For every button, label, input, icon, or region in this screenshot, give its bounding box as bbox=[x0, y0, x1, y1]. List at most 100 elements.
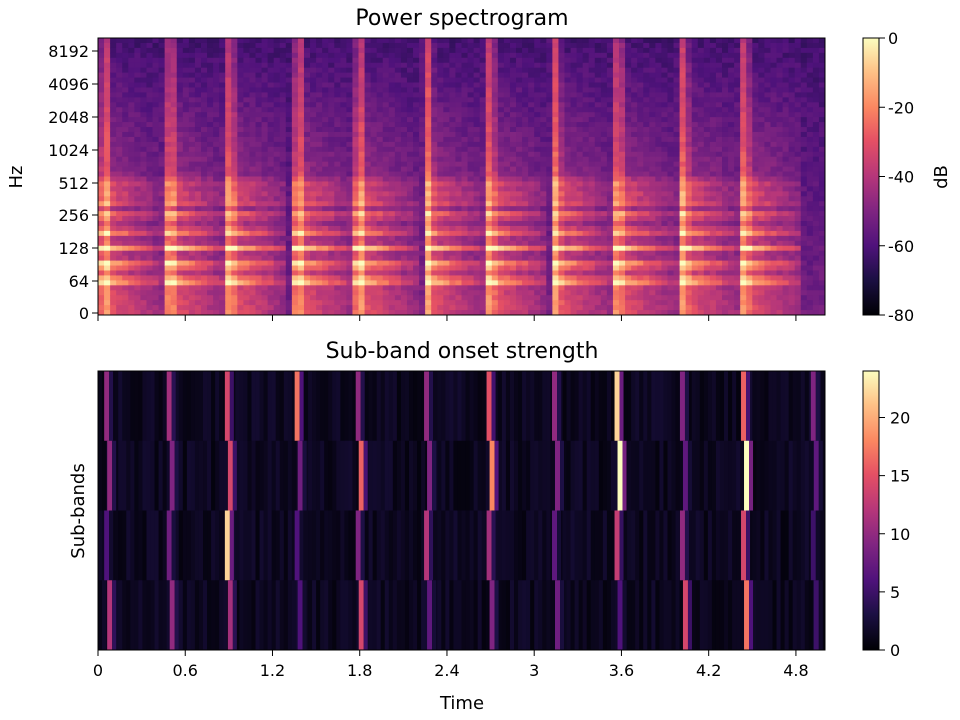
onset-peak-tail bbox=[174, 440, 179, 511]
spectrogram-colorbar-tick-label: -20 bbox=[888, 98, 914, 117]
spectrogram-y-tick-label: 64 bbox=[69, 272, 89, 291]
onset-peak bbox=[744, 440, 750, 511]
onset-peak-tail bbox=[619, 510, 624, 581]
onset-peak-tail bbox=[363, 580, 368, 650]
onset-peak bbox=[489, 580, 495, 650]
spectrogram-y-tick-label: 4096 bbox=[48, 75, 89, 94]
onset-x-label: Time bbox=[439, 693, 484, 714]
onset-peak-tail bbox=[815, 371, 820, 441]
spectrogram-frame bbox=[97, 37, 826, 316]
spectrogram-colorbar bbox=[862, 37, 880, 316]
onset-peak-tail bbox=[494, 580, 499, 650]
onset-peak bbox=[427, 440, 433, 511]
onset-peak-tail bbox=[619, 371, 624, 441]
onset-peak bbox=[297, 580, 303, 650]
onset-peak bbox=[227, 580, 233, 650]
onset-peak-tail bbox=[112, 580, 117, 650]
onset-peak bbox=[682, 580, 688, 650]
onset-peak bbox=[107, 580, 113, 650]
onset-peak-tail bbox=[174, 580, 179, 650]
spectrogram-colorbar-label: dB bbox=[931, 165, 952, 189]
spectrogram-y-tick-label: 1024 bbox=[48, 141, 89, 160]
onset-peak-tail bbox=[749, 440, 754, 511]
onset-peak bbox=[227, 440, 233, 511]
onset-peak bbox=[810, 371, 816, 441]
onset-peak bbox=[427, 580, 433, 650]
onset-peak bbox=[741, 371, 747, 441]
spectrogram-y-tick-label: 2048 bbox=[48, 108, 89, 127]
onset-peak-tail bbox=[302, 440, 307, 511]
onset-peak bbox=[424, 510, 430, 581]
onset-peak-tail bbox=[429, 371, 434, 441]
onset-peak-tail bbox=[557, 510, 562, 581]
onset-peak bbox=[614, 510, 620, 581]
onset-peak bbox=[682, 440, 688, 511]
onset-peak-tail bbox=[302, 580, 307, 650]
onset-peak bbox=[679, 510, 685, 581]
onset-frame bbox=[97, 370, 826, 651]
onset-peak bbox=[166, 371, 172, 441]
onset-peak-tail bbox=[622, 440, 627, 511]
onset-colorbar-ticks: 0 5 10 15 20 bbox=[879, 409, 910, 660]
onset-peak bbox=[104, 510, 110, 581]
onset-peak-tail bbox=[299, 371, 304, 441]
onset-peak bbox=[552, 510, 558, 581]
onset-peak bbox=[617, 440, 623, 511]
onset-peak bbox=[552, 371, 558, 441]
onset-peak-tail bbox=[112, 440, 117, 511]
onset-colorbar-tick-label: 15 bbox=[890, 467, 910, 486]
onset-peak-tail bbox=[815, 510, 820, 581]
onset-peak-tail bbox=[557, 371, 562, 441]
onset-peak bbox=[224, 510, 230, 581]
onset-peak-tail bbox=[229, 510, 234, 581]
onset-peak-tail bbox=[684, 510, 689, 581]
spectrogram-colorbar-tick-label: -80 bbox=[888, 306, 914, 325]
onset-peak-tail bbox=[232, 580, 237, 650]
onset-peak-tail bbox=[560, 440, 565, 511]
onset-colorbar bbox=[862, 370, 880, 651]
onset-title: Sub-band onset strength bbox=[326, 339, 599, 364]
onset-peak-tail bbox=[749, 580, 754, 650]
onset-peak-tail bbox=[684, 371, 689, 441]
onset-peak bbox=[358, 440, 364, 511]
onset-peak-tail bbox=[360, 371, 365, 441]
onset-peak bbox=[294, 510, 300, 581]
spectrogram-y-tick-label: 128 bbox=[58, 239, 89, 258]
onset-peak-tail bbox=[171, 510, 176, 581]
spectrogram-x-ticks bbox=[97, 315, 797, 321]
onset-peak-tail bbox=[560, 580, 565, 650]
onset-peak-tail bbox=[818, 440, 823, 511]
spectrogram-y-tick-label: 512 bbox=[58, 174, 89, 193]
onset-x-tick-label: 1.8 bbox=[347, 661, 372, 680]
onset-x-tick-label: 3 bbox=[529, 661, 539, 680]
onset-heatmap bbox=[98, 371, 826, 651]
onset-peak-tail bbox=[746, 371, 751, 441]
onset-colorbar-tick-label: 5 bbox=[890, 583, 900, 602]
onset-peak bbox=[489, 440, 495, 511]
spectrogram-colorbar-tick-label: 0 bbox=[888, 29, 898, 48]
onset-peak-tail bbox=[432, 440, 437, 511]
onset-peak bbox=[107, 440, 113, 511]
onset-peak bbox=[224, 371, 230, 441]
onset-peak bbox=[104, 371, 110, 441]
onset-peak-tail bbox=[491, 371, 496, 441]
onset-peak bbox=[555, 440, 561, 511]
spectrogram-colorbar-tick-label: -40 bbox=[888, 168, 914, 187]
onset-colorbar-tick-label: 0 bbox=[890, 641, 900, 660]
onset-x-tick-label: 1.2 bbox=[260, 661, 285, 680]
onset-peak bbox=[169, 440, 175, 511]
onset-peak bbox=[355, 510, 361, 581]
onset-peak bbox=[555, 580, 561, 650]
onset-peak bbox=[810, 510, 816, 581]
spectrogram-y-label: Hz bbox=[6, 166, 27, 189]
onset-colorbar-tick-label: 10 bbox=[890, 525, 910, 544]
onset-peak bbox=[617, 580, 623, 650]
onset-peak-tail bbox=[429, 510, 434, 581]
onset-x-tick-label: 3.6 bbox=[609, 661, 634, 680]
onset-peak bbox=[355, 371, 361, 441]
onset-peak bbox=[486, 510, 492, 581]
onset-peak bbox=[679, 371, 685, 441]
onset-colorbar-tick-label: 20 bbox=[890, 409, 910, 428]
spectrogram-colorbar-ticks: 0 -20 -40 -60 -80 bbox=[879, 29, 914, 325]
